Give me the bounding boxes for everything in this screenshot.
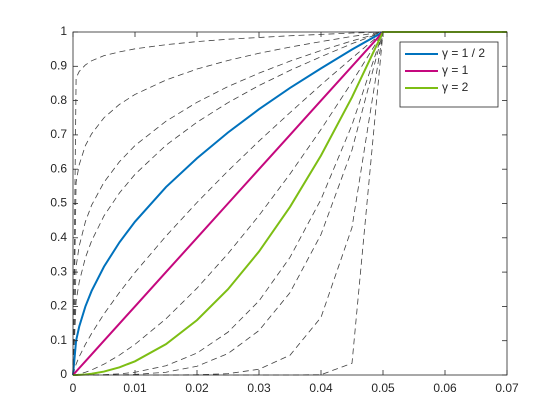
y-tick-label: 0.3 [50, 264, 67, 278]
curve [72, 31, 507, 376]
y-tick-label: 0.2 [50, 299, 67, 313]
legend-label: γ = 1 / 2 [442, 46, 485, 60]
x-tick-label: 0.07 [495, 381, 519, 395]
x-tick-label: 0.03 [247, 381, 271, 395]
curve [72, 31, 507, 376]
curve [72, 31, 507, 376]
curve [72, 31, 507, 376]
curve [72, 31, 507, 376]
curve [72, 31, 507, 376]
y-tick-label: 0.9 [50, 58, 67, 72]
y-tick-label: 1 [60, 24, 67, 38]
y-tick-label: 0 [60, 367, 67, 381]
y-tick-label: 0.7 [50, 127, 67, 141]
legend-box [399, 41, 499, 108]
y-tick-label: 0.4 [50, 230, 67, 244]
legend: γ = 1 / 2 γ = 1 γ = 2 [399, 41, 499, 108]
x-tick-label: 0.01 [123, 381, 147, 395]
y-tick-label: 0.5 [50, 196, 67, 210]
curve [72, 31, 507, 376]
x-tick-label: 0.02 [185, 381, 209, 395]
legend-label: γ = 1 [442, 63, 469, 77]
curve [72, 31, 507, 376]
x-tick-label: 0.06 [433, 381, 457, 395]
legend-label: γ = 2 [442, 80, 469, 94]
y-tick-label: 0.6 [50, 161, 67, 175]
y-tick-label: 0.1 [50, 333, 67, 347]
x-tick-label: 0.04 [309, 381, 333, 395]
x-tick-label: 0.05 [371, 381, 395, 395]
x-tick-label: 0 [70, 381, 77, 395]
y-tick-label: 0.8 [50, 93, 67, 107]
